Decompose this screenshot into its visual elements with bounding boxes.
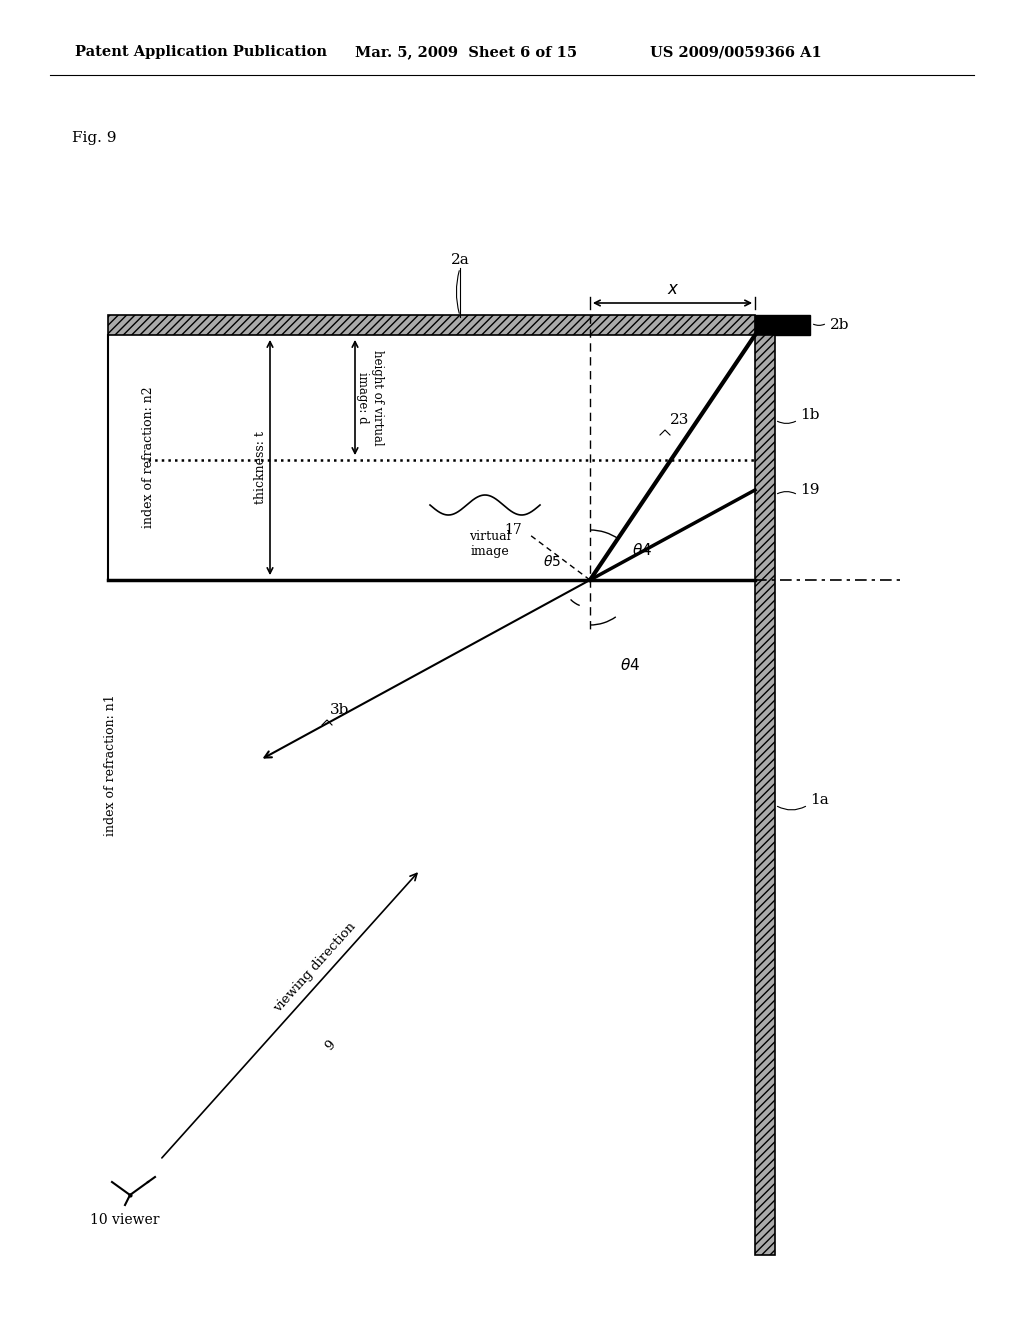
Text: 9: 9 — [323, 1038, 338, 1052]
Text: $\theta$5: $\theta$5 — [543, 554, 561, 569]
Text: $\theta$4: $\theta$4 — [632, 543, 652, 558]
Text: x: x — [668, 280, 678, 298]
Text: 1a: 1a — [810, 793, 828, 807]
Text: Mar. 5, 2009  Sheet 6 of 15: Mar. 5, 2009 Sheet 6 of 15 — [355, 45, 578, 59]
Text: 23: 23 — [670, 413, 689, 426]
Text: viewing direction: viewing direction — [271, 920, 358, 1015]
Bar — [755, 315, 810, 335]
Text: 17: 17 — [504, 523, 522, 537]
Text: 2a: 2a — [451, 253, 469, 267]
Text: 1b: 1b — [800, 408, 819, 422]
Text: 2b: 2b — [830, 318, 850, 333]
Text: 10 viewer: 10 viewer — [90, 1213, 160, 1228]
Bar — [755, 335, 775, 1255]
Text: thickness: t: thickness: t — [254, 432, 266, 504]
Bar — [108, 315, 755, 335]
Text: $\theta$4: $\theta$4 — [620, 657, 640, 673]
Text: Fig. 9: Fig. 9 — [72, 131, 117, 145]
Text: 3b: 3b — [330, 704, 349, 717]
Text: US 2009/0059366 A1: US 2009/0059366 A1 — [650, 45, 821, 59]
Text: height of virtual
image: d: height of virtual image: d — [356, 350, 384, 445]
Text: index of refraction: n2: index of refraction: n2 — [141, 387, 155, 528]
Text: index of refraction: n1: index of refraction: n1 — [103, 694, 117, 836]
Text: 19: 19 — [800, 483, 819, 498]
Text: Patent Application Publication: Patent Application Publication — [75, 45, 327, 59]
Text: virtual
image: virtual image — [469, 531, 511, 558]
